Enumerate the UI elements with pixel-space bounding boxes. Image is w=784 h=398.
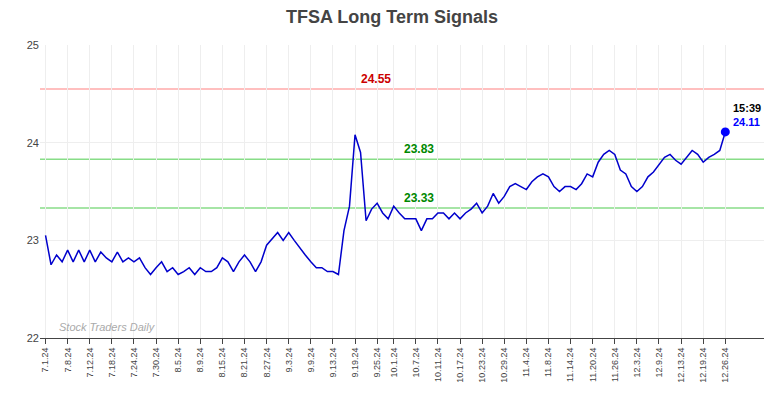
svg-text:TFSA Long Term Signals: TFSA Long Term Signals <box>286 7 498 27</box>
svg-text:12.26.24: 12.26.24 <box>720 348 730 383</box>
svg-text:11.14.24: 11.14.24 <box>565 348 575 382</box>
svg-text:24.55: 24.55 <box>361 72 391 86</box>
svg-text:7.30.24: 7.30.24 <box>151 348 161 378</box>
svg-text:9.25.24: 9.25.24 <box>372 348 382 378</box>
svg-text:23: 23 <box>27 234 39 246</box>
svg-text:10.7.24: 10.7.24 <box>411 348 421 378</box>
svg-text:7.1.24: 7.1.24 <box>40 348 50 373</box>
svg-text:10.17.24: 10.17.24 <box>455 348 465 383</box>
svg-text:8.15.24: 8.15.24 <box>217 348 227 378</box>
svg-text:11.26.24: 11.26.24 <box>610 348 620 382</box>
svg-text:7.24.24: 7.24.24 <box>129 348 139 378</box>
svg-text:24: 24 <box>27 137 39 149</box>
svg-text:10.29.24: 10.29.24 <box>499 348 509 383</box>
svg-text:15:39: 15:39 <box>733 102 761 114</box>
svg-text:9.19.24: 9.19.24 <box>350 348 360 378</box>
svg-text:12.13.24: 12.13.24 <box>676 348 686 383</box>
svg-text:10.1.24: 10.1.24 <box>389 348 399 378</box>
svg-text:10.11.24: 10.11.24 <box>433 348 443 382</box>
svg-text:23.83: 23.83 <box>404 142 434 156</box>
svg-text:11.4.24: 11.4.24 <box>521 348 531 377</box>
svg-text:10.23.24: 10.23.24 <box>477 348 487 383</box>
svg-text:9.13.24: 9.13.24 <box>328 348 338 378</box>
svg-text:8.27.24: 8.27.24 <box>262 348 272 378</box>
svg-text:8.21.24: 8.21.24 <box>239 348 249 378</box>
svg-text:11.8.24: 11.8.24 <box>543 348 553 377</box>
svg-text:9.9.24: 9.9.24 <box>306 348 316 373</box>
svg-text:7.18.24: 7.18.24 <box>107 348 117 378</box>
svg-text:23.33: 23.33 <box>404 191 434 205</box>
svg-text:Stock Traders Daily: Stock Traders Daily <box>59 321 156 333</box>
svg-text:12.9.24: 12.9.24 <box>654 348 664 378</box>
svg-text:7.12.24: 7.12.24 <box>85 348 95 378</box>
svg-text:9.3.24: 9.3.24 <box>284 348 294 373</box>
svg-text:8.5.24: 8.5.24 <box>173 348 183 373</box>
svg-text:22: 22 <box>27 332 39 344</box>
svg-text:11.20.24: 11.20.24 <box>588 348 598 382</box>
svg-text:24.11: 24.11 <box>733 116 760 128</box>
svg-text:8.9.24: 8.9.24 <box>195 348 205 373</box>
svg-text:12.19.24: 12.19.24 <box>698 348 708 383</box>
svg-text:25: 25 <box>27 39 39 51</box>
svg-text:7.8.24: 7.8.24 <box>63 348 73 373</box>
svg-text:12.3.24: 12.3.24 <box>632 348 642 378</box>
